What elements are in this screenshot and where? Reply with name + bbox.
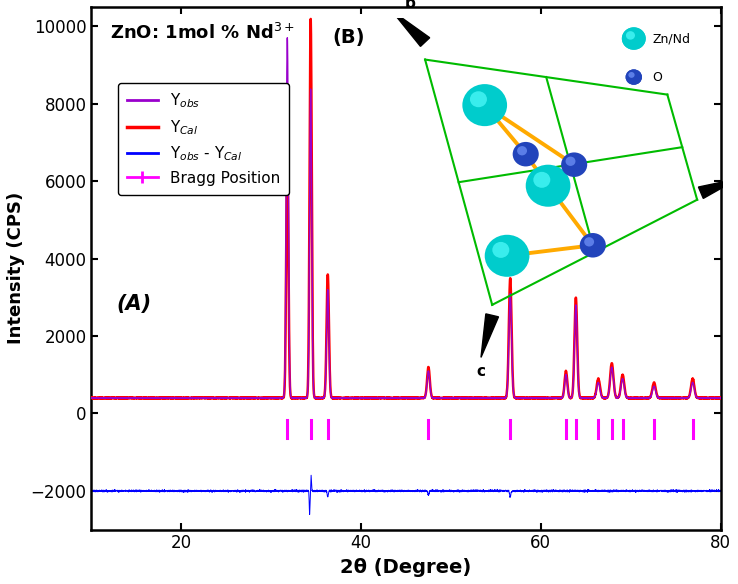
Text: b: b (404, 0, 415, 11)
Circle shape (565, 157, 576, 166)
Polygon shape (698, 179, 738, 199)
Circle shape (492, 242, 509, 258)
Circle shape (626, 69, 642, 85)
Circle shape (622, 27, 646, 50)
Circle shape (622, 27, 646, 50)
Circle shape (580, 233, 606, 258)
Circle shape (628, 72, 635, 78)
Circle shape (626, 31, 635, 40)
Circle shape (525, 165, 570, 207)
Y-axis label: Intensity (CPS): Intensity (CPS) (7, 192, 25, 345)
Polygon shape (481, 314, 498, 357)
Circle shape (513, 142, 539, 166)
Circle shape (626, 69, 642, 85)
Circle shape (517, 146, 527, 155)
Legend: Y$_{obs}$, Y$_{Cal}$, Y$_{obs}$ - Y$_{Cal}$, Bragg Position: Y$_{obs}$, Y$_{Cal}$, Y$_{obs}$ - Y$_{Ca… (118, 82, 289, 195)
Circle shape (561, 152, 587, 177)
Circle shape (470, 91, 487, 107)
Circle shape (485, 235, 529, 277)
Polygon shape (392, 11, 430, 46)
Circle shape (584, 237, 594, 246)
Text: ZnO: 1mol % Nd$^{3+}$: ZnO: 1mol % Nd$^{3+}$ (110, 23, 295, 43)
Circle shape (462, 84, 507, 126)
X-axis label: 2θ (Degree): 2θ (Degree) (340, 558, 472, 577)
Text: O: O (652, 71, 662, 84)
Text: (A): (A) (117, 294, 151, 314)
Text: Zn/Nd: Zn/Nd (652, 32, 691, 45)
Text: (B): (B) (332, 28, 365, 47)
Circle shape (534, 172, 551, 188)
Text: c: c (477, 364, 486, 379)
